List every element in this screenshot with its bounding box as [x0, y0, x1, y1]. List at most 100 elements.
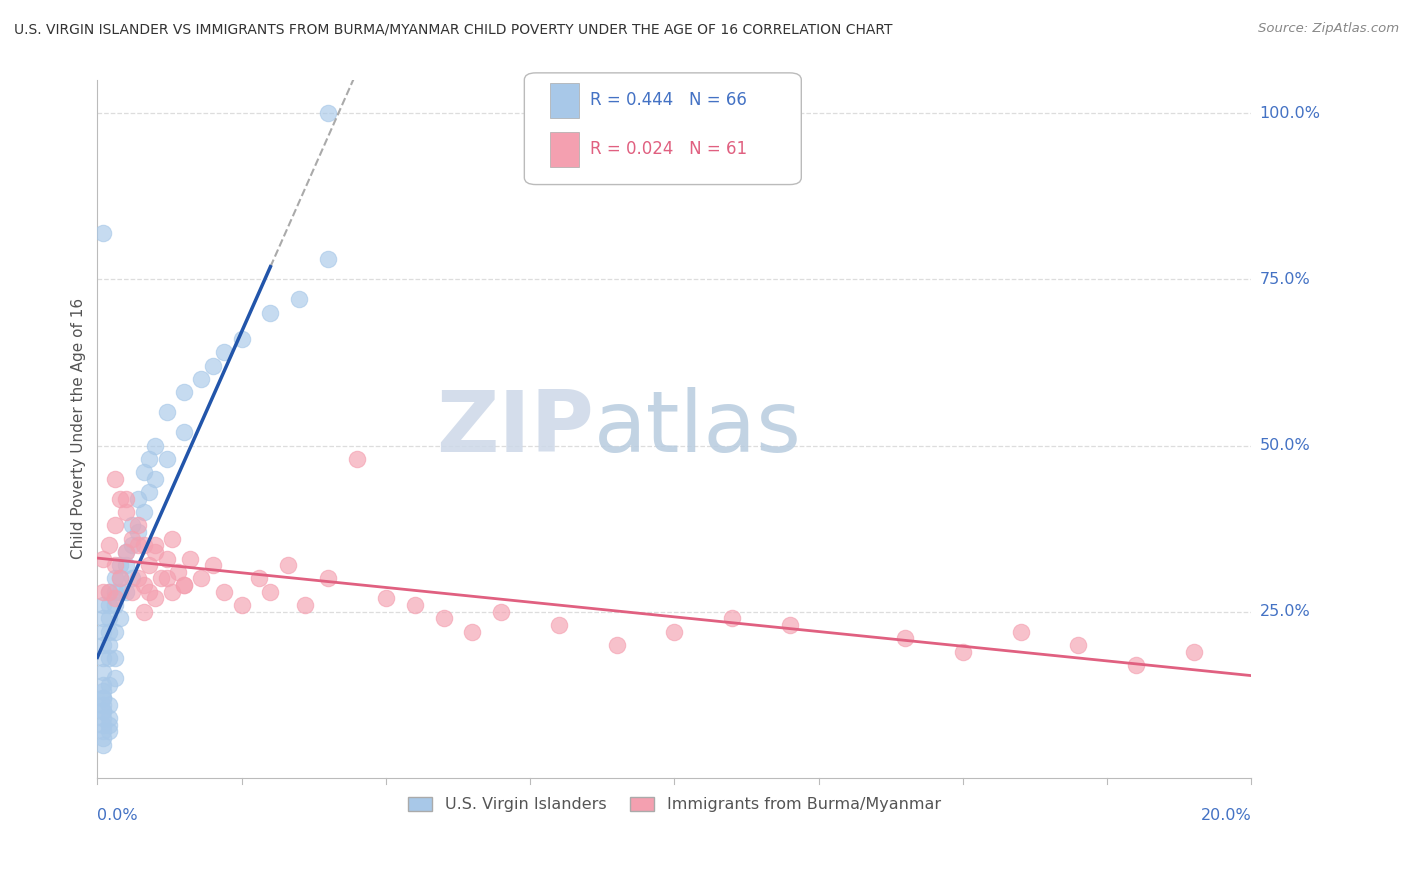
Point [143, 538, 166, 552]
Point [91, 226, 114, 240]
Point [461, 624, 484, 639]
Point [115, 545, 138, 559]
Point [143, 545, 166, 559]
FancyBboxPatch shape [550, 132, 579, 167]
Point [115, 584, 138, 599]
Point [259, 305, 281, 319]
Point [491, 605, 513, 619]
Point [132, 505, 155, 519]
Text: atlas: atlas [593, 387, 801, 470]
Point [179, 551, 201, 566]
Point [91, 717, 114, 731]
Point [97, 724, 120, 739]
Point [115, 505, 138, 519]
Point [127, 524, 149, 539]
Point [97, 711, 120, 725]
Point [143, 438, 166, 452]
Text: 25.0%: 25.0% [1260, 604, 1310, 619]
Point [277, 558, 299, 573]
Point [110, 584, 132, 599]
Text: R = 0.444   N = 66: R = 0.444 N = 66 [591, 91, 747, 109]
Point [110, 572, 132, 586]
Point [91, 724, 114, 739]
Point [162, 584, 184, 599]
Point [132, 578, 155, 592]
Point [316, 572, 339, 586]
Text: 75.0%: 75.0% [1260, 272, 1310, 287]
Point [259, 584, 281, 599]
Point [952, 644, 974, 658]
Point [115, 558, 138, 573]
Point [132, 605, 155, 619]
Point [97, 651, 120, 665]
Text: 100.0%: 100.0% [1260, 105, 1320, 120]
Point [91, 691, 114, 706]
Text: 50.0%: 50.0% [1260, 438, 1310, 453]
Point [143, 591, 166, 606]
Text: ZIP: ZIP [436, 387, 593, 470]
Point [214, 345, 236, 359]
Point [104, 651, 127, 665]
Point [97, 624, 120, 639]
Point [138, 451, 160, 466]
Point [91, 651, 114, 665]
Point [91, 684, 114, 698]
Point [149, 572, 172, 586]
Point [173, 578, 195, 592]
Point [1010, 624, 1032, 639]
Point [91, 624, 114, 639]
Point [138, 485, 160, 500]
Point [894, 632, 917, 646]
Y-axis label: Child Poverty Under the Age of 16: Child Poverty Under the Age of 16 [72, 298, 86, 559]
Point [115, 545, 138, 559]
Point [97, 638, 120, 652]
Point [1125, 657, 1147, 672]
Point [190, 372, 212, 386]
Point [138, 558, 160, 573]
Point [104, 671, 127, 685]
Point [664, 624, 686, 639]
Point [155, 451, 177, 466]
Point [104, 518, 127, 533]
Point [127, 572, 149, 586]
Point [91, 731, 114, 745]
Point [132, 538, 155, 552]
Point [1182, 644, 1205, 658]
Point [91, 711, 114, 725]
Point [97, 598, 120, 612]
Point [1067, 638, 1090, 652]
Point [155, 572, 177, 586]
Point [173, 385, 195, 400]
Text: R = 0.024   N = 61: R = 0.024 N = 61 [591, 140, 747, 158]
Point [231, 598, 253, 612]
Point [247, 572, 270, 586]
Point [97, 584, 120, 599]
Point [173, 578, 195, 592]
Point [115, 491, 138, 506]
Text: 20.0%: 20.0% [1201, 808, 1251, 823]
Point [374, 591, 396, 606]
Point [231, 332, 253, 346]
Point [91, 705, 114, 719]
Point [91, 665, 114, 679]
Point [214, 584, 236, 599]
Point [110, 558, 132, 573]
Point [104, 572, 127, 586]
Point [121, 538, 143, 552]
Point [288, 292, 311, 306]
Point [110, 611, 132, 625]
Point [97, 538, 120, 552]
Point [104, 472, 127, 486]
Point [127, 538, 149, 552]
FancyBboxPatch shape [550, 83, 579, 118]
Point [606, 638, 628, 652]
Point [91, 551, 114, 566]
Point [548, 618, 571, 632]
Point [104, 598, 127, 612]
Point [155, 405, 177, 419]
Point [91, 678, 114, 692]
Point [201, 359, 224, 373]
Text: U.S. VIRGIN ISLANDER VS IMMIGRANTS FROM BURMA/MYANMAR CHILD POVERTY UNDER THE AG: U.S. VIRGIN ISLANDER VS IMMIGRANTS FROM … [14, 22, 893, 37]
Point [110, 491, 132, 506]
Point [155, 551, 177, 566]
